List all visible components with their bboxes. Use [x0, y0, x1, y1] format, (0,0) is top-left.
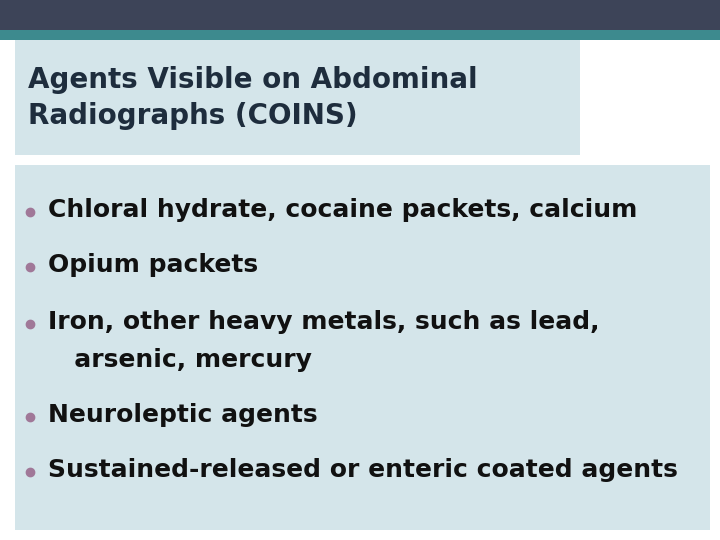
Text: Opium packets: Opium packets [48, 253, 258, 277]
Text: arsenic, mercury: arsenic, mercury [48, 348, 312, 372]
Bar [0, 0, 720, 30]
Text: Iron, other heavy metals, such as lead,: Iron, other heavy metals, such as lead, [48, 310, 600, 334]
Bar [15, 165, 710, 530]
Bar [0, 30, 720, 40]
Text: Chloral hydrate, cocaine packets, calcium: Chloral hydrate, cocaine packets, calciu… [48, 198, 637, 222]
Text: Neuroleptic agents: Neuroleptic agents [48, 403, 318, 427]
Bar [15, 40, 580, 155]
Text: Agents Visible on Abdominal
Radiographs (COINS): Agents Visible on Abdominal Radiographs … [28, 66, 477, 130]
Text: Sustained-released or enteric coated agents: Sustained-released or enteric coated age… [48, 458, 678, 482]
